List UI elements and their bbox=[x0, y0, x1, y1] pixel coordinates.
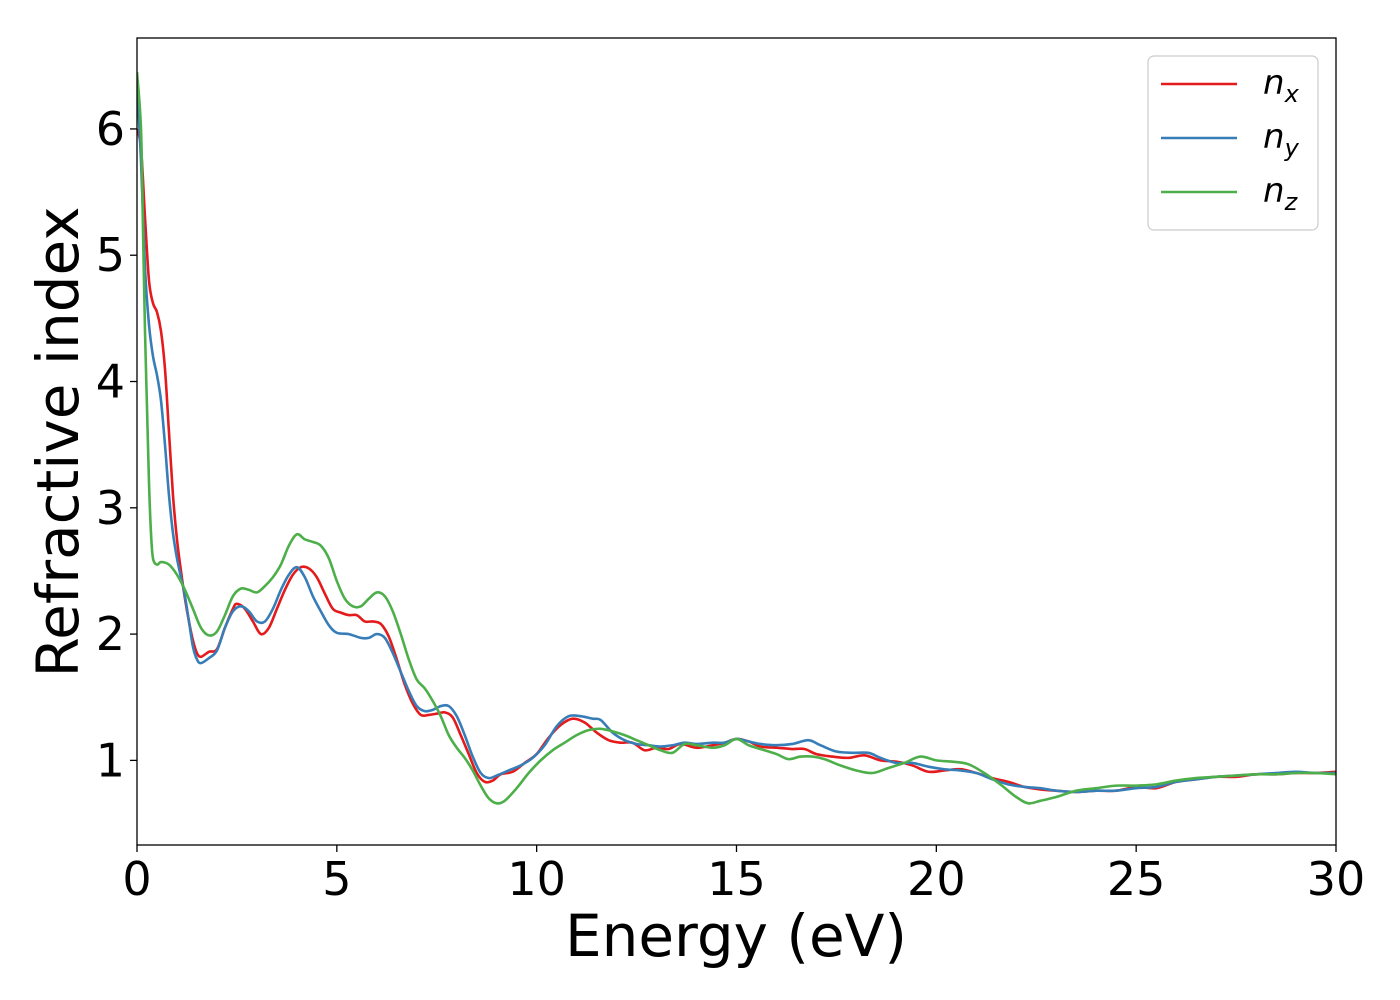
legend-box bbox=[1147, 55, 1319, 231]
y-tick-label: 1 bbox=[96, 733, 125, 787]
y-tick-label: 5 bbox=[96, 228, 125, 282]
x-axis-title: Energy (eV) bbox=[565, 902, 907, 970]
x-tick-label: 20 bbox=[907, 852, 966, 906]
y-tick-label: 6 bbox=[96, 102, 125, 156]
x-axis: 0 5 10 15 20 25 30 bbox=[122, 845, 1365, 906]
x-tick-label: 30 bbox=[1307, 852, 1366, 906]
legend-label-nx: nx bbox=[1263, 63, 1300, 108]
legend: nx ny nz bbox=[1147, 55, 1319, 231]
x-tick-label: 25 bbox=[1107, 852, 1166, 906]
series-line-nz bbox=[137, 72, 1336, 805]
y-axis: 1 2 3 4 5 6 bbox=[96, 102, 137, 787]
y-tick-label: 4 bbox=[96, 355, 125, 409]
y-tick-label: 3 bbox=[96, 481, 125, 535]
x-tick-label: 15 bbox=[707, 852, 766, 906]
legend-label-ny: ny bbox=[1263, 117, 1300, 162]
series-layer bbox=[137, 72, 1336, 805]
x-tick-label: 10 bbox=[507, 852, 566, 906]
legend-label-nz: nz bbox=[1263, 171, 1299, 216]
y-tick-label: 2 bbox=[96, 607, 125, 661]
x-tick-label: 5 bbox=[322, 852, 351, 906]
x-tick-label: 0 bbox=[122, 852, 151, 906]
y-axis-title: Refractive index bbox=[24, 206, 92, 677]
